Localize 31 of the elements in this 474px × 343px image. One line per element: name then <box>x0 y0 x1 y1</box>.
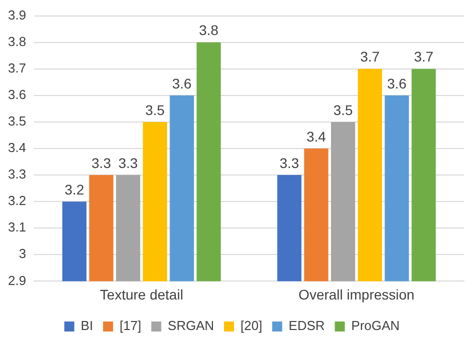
legend-label: SRGAN <box>168 318 214 334</box>
x-tick-label: Texture detail <box>100 286 184 302</box>
y-tick-label: 3.2 <box>8 193 26 208</box>
data-label: 3.6 <box>387 75 407 92</box>
data-label: 3.3 <box>92 154 112 171</box>
data-label: 3.6 <box>172 75 192 92</box>
x-tick-label: Overall impression <box>298 286 414 302</box>
data-label: 3.3 <box>280 154 300 171</box>
y-tick-label: 3.9 <box>8 7 26 22</box>
data-label: 3.7 <box>360 48 380 65</box>
data-label: 3.5 <box>145 102 165 118</box>
y-tick-label: 3.5 <box>8 114 26 129</box>
y-tick-label: 3.3 <box>8 166 26 182</box>
data-label: 3.7 <box>414 48 434 65</box>
data-label: 3.5 <box>333 102 354 118</box>
y-tick-label: 3.4 <box>8 140 26 156</box>
y-tick-label: 3 <box>18 246 26 262</box>
data-label: 3.3 <box>118 154 138 171</box>
data-label: 3.8 <box>198 22 219 38</box>
legend-label: [17] <box>120 318 142 334</box>
y-tick-label: 3.7 <box>8 60 26 76</box>
legend-label: BI <box>80 318 94 334</box>
data-label: 3.4 <box>306 128 326 144</box>
data-label: 3.2 <box>64 181 84 198</box>
y-tick-label: 2.9 <box>8 272 26 288</box>
y-tick-label: 3.8 <box>8 34 26 49</box>
legend-label: EDSR <box>288 318 325 334</box>
y-tick-label: 3.6 <box>8 87 26 102</box>
y-tick-label: 3.1 <box>8 220 26 235</box>
legend-label: [20] <box>240 318 262 334</box>
legend-label: ProGAN <box>351 318 400 334</box>
